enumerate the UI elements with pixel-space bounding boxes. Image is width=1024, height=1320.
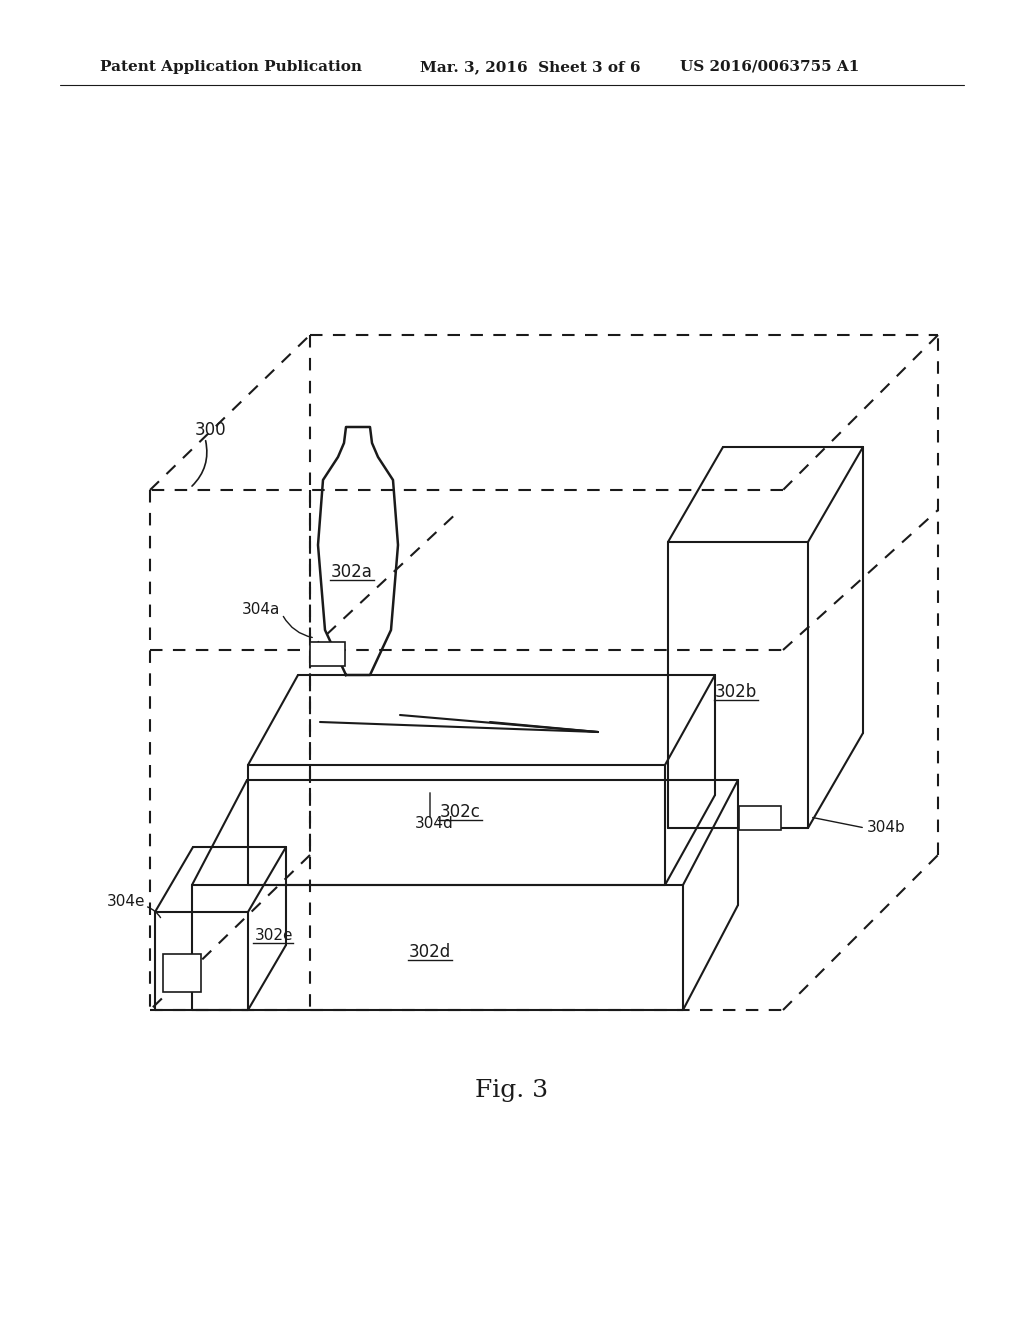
Text: 302b: 302b <box>715 682 757 701</box>
Text: 300: 300 <box>195 421 226 440</box>
Text: Mar. 3, 2016  Sheet 3 of 6: Mar. 3, 2016 Sheet 3 of 6 <box>420 59 640 74</box>
Text: 302c: 302c <box>439 803 480 821</box>
Text: US 2016/0063755 A1: US 2016/0063755 A1 <box>680 59 859 74</box>
Text: Patent Application Publication: Patent Application Publication <box>100 59 362 74</box>
Bar <box>163 954 201 993</box>
Text: 302a: 302a <box>331 564 373 581</box>
Bar <box>739 807 781 830</box>
Text: 304a: 304a <box>242 602 280 618</box>
Text: 304e: 304e <box>106 895 145 909</box>
Bar <box>310 642 345 667</box>
Text: Fig. 3: Fig. 3 <box>475 1078 549 1101</box>
Text: 302e: 302e <box>255 928 294 942</box>
Text: 304d: 304d <box>415 817 454 832</box>
Text: 302d: 302d <box>409 942 452 961</box>
Text: 304b: 304b <box>867 821 906 836</box>
